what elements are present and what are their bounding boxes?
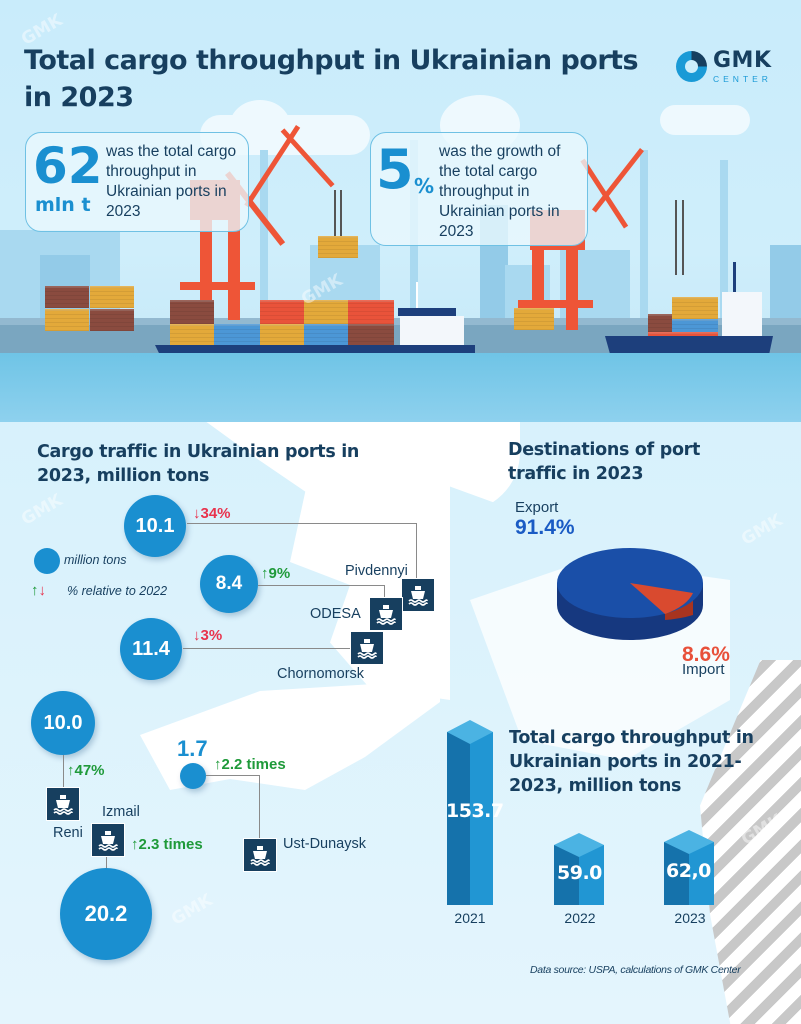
legend-arrows-icon: ↑↓ [31,582,46,599]
ship-icon [369,597,403,631]
port-bubble-chornomorsk: 11.4 [120,618,182,680]
ship-icon [401,578,435,612]
port-bubble-ust-dunaysk [180,763,206,789]
bar-2023 [664,830,714,905]
stat-total-text: was the total cargo throughput in Ukrain… [106,143,237,220]
ports-section-title: Cargo traffic in Ukrainian ports in 2023… [37,442,360,486]
export-import-pie-chart [557,548,703,640]
legend-bubble-icon [34,548,60,574]
logo-sub: CENTER [713,74,772,84]
legend-bubble-label: million tons [64,553,127,567]
ship-icon [350,631,384,665]
port-label-reni: Reni [53,825,83,841]
port-label-pivdennyi: Pivdennyi [345,563,408,579]
stat-card-growth [370,132,588,246]
legend-arrows-label: % relative to 2022 [67,584,168,598]
watermark: GMK [737,510,787,550]
bar-2023-year: 2023 [674,910,706,926]
port-bubble-pivdennyi: 10.1 [124,495,186,557]
bar-2021-year: 2021 [454,910,486,926]
bar-2021-value: 153.7 [446,800,504,822]
bar-2022-year: 2022 [564,910,596,926]
watermark: GMK [17,490,67,530]
port-bubble-izmail: 20.2 [60,868,152,960]
ship-icon [46,787,80,821]
port-bubble-odesa: 8.4 [200,555,258,613]
bar-2022-value: 59.0 [557,862,602,884]
port-label-chornomorsk: Chornomorsk [277,666,365,682]
hero-illustration [0,0,801,422]
port-change-reni: ↑47% [67,762,105,779]
watermark: GMK [167,890,217,930]
bar-2022 [554,833,604,905]
ship-icon [243,838,277,872]
port-change-ust-dunaysk: ↑2.2 times [214,756,286,773]
stat-card-total [25,132,249,232]
import-value: 8.6% [682,643,730,666]
export-label: Export [515,499,559,516]
bar-2021 [447,720,493,905]
port-value-ust-dunaysk: 1.7 [177,736,208,761]
stat-total-unit: mln t [35,194,91,216]
data-source-note: Data source: USPA, calculations of GMK C… [530,964,741,976]
bar-2023-value: 62,0 [666,860,711,882]
export-value: 91.4% [515,516,575,539]
stat-growth-value: 5 [376,138,414,201]
import-label: Import [682,661,725,678]
gmk-ring-logo-icon [676,51,707,83]
port-change-chornomorsk: ↓3% [193,627,223,644]
stat-total-value: 62 [33,137,103,195]
logo-brand: GMK [713,48,772,73]
port-change-odesa: ↑9% [261,565,291,582]
port-change-pivdennyi: ↓34% [193,505,231,522]
port-bubble-reni: 10.0 [31,691,95,755]
port-label-ust-dunaysk: Ust-Dunaysk [283,836,366,852]
totals-title: Total cargo throughput in Ukrainian port… [509,728,754,796]
port-label-odesa: ODESA [310,606,361,622]
gmk-center-logo: GMK CENTER [676,50,772,84]
page-title: Total cargo throughput in Ukrainian port… [24,45,639,113]
port-change-izmail: ↑2.3 times [131,836,203,853]
destinations-title: Destinations of port traffic in 2023 [508,440,701,484]
port-label-izmail: Izmail [102,804,140,820]
ship-icon [91,823,125,857]
stat-growth-unit: % [414,174,435,198]
stat-growth-text: was the growth of the total cargo throug… [439,143,561,240]
